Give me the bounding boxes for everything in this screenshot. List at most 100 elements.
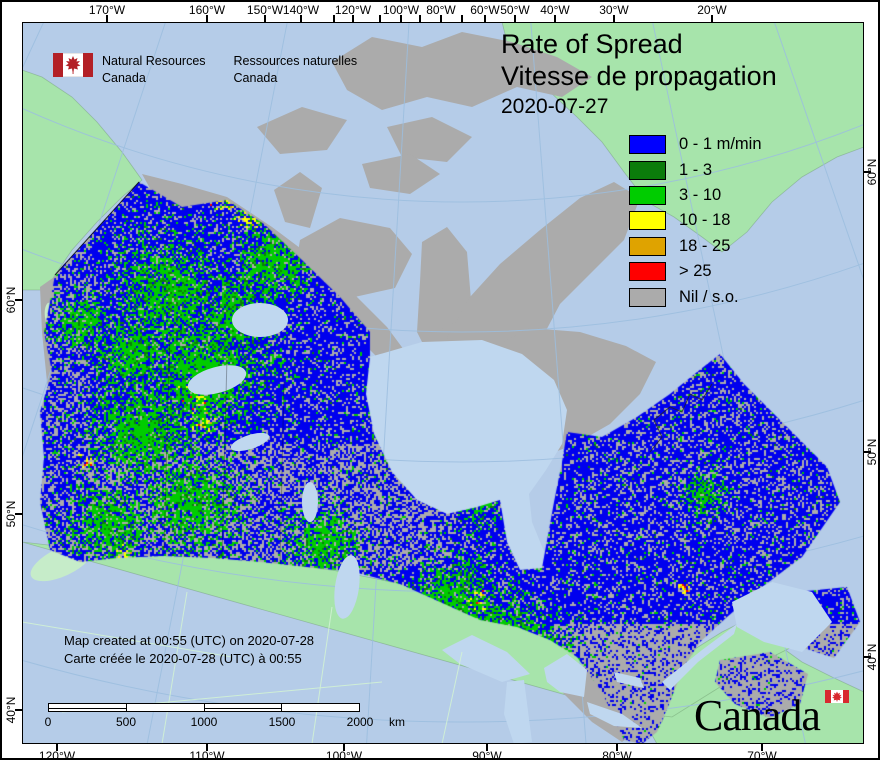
map-created-note: Map created at 00:55 (UTC) on 2020-07-28… — [64, 632, 314, 668]
scale-bar-graphic — [48, 703, 360, 712]
legend-row: 3 - 10 — [629, 183, 762, 208]
created-french: Carte créée le 2020-07-28 (UTC) à 00:55 — [64, 651, 302, 666]
graticule-tick — [206, 15, 208, 22]
nrcan-logo: Natural Resources Canada Ressources natur… — [53, 53, 357, 87]
legend-label: Nil / s.o. — [679, 287, 739, 306]
legend: 0 - 1 m/min 1 - 3 3 - 10 10 - 18 18 - 25 > 25… — [629, 132, 762, 310]
legend-row: 10 - 18 — [629, 208, 762, 233]
political-borders — [54, 181, 713, 565]
graticule-tick — [56, 744, 58, 751]
scale-bar-label: 2000 — [346, 715, 374, 729]
legend-row: Nil / s.o. — [629, 284, 762, 309]
scale-bar-unit: km — [389, 715, 405, 729]
graticule-label: 50°N — [865, 438, 879, 466]
legend-swatch — [629, 236, 666, 256]
graticule-label: 120°W — [38, 749, 76, 760]
scale-segment — [49, 704, 127, 711]
graticule-tick — [514, 15, 516, 22]
graticule-tick — [333, 15, 335, 22]
legend-label: 0 - 1 m/min — [679, 135, 762, 154]
legend-swatch — [629, 287, 666, 307]
wordmark-flag-icon — [825, 690, 849, 703]
graticule-label: 50°W — [500, 3, 530, 17]
graticule-label: 150°W — [246, 3, 284, 17]
scale-segment — [282, 704, 359, 711]
created-english: Map created at 00:55 (UTC) on 2020-07-28 — [64, 633, 315, 648]
scale-segment — [204, 704, 283, 711]
legend-label: 10 - 18 — [679, 211, 731, 230]
graticule-tick — [616, 744, 618, 751]
graticule-label: 40°N — [4, 696, 18, 724]
graticule-tick — [400, 15, 402, 22]
canada-wordmark: Canada — [694, 690, 849, 740]
scale-bar-label: 1000 — [190, 715, 218, 729]
graticule-label: 140°W — [282, 3, 320, 17]
legend-row: 0 - 1 m/min — [629, 132, 762, 157]
graticule-label: 30°W — [599, 3, 629, 17]
title-date: 2020-07-27 — [501, 95, 609, 118]
scale-bar: 0 500 1000 1500 2000 km — [45, 703, 405, 729]
graticule-tick — [554, 15, 556, 22]
graticule-label: 70°W — [747, 749, 777, 760]
legend-row: > 25 — [629, 259, 762, 284]
graticule-tick — [864, 656, 871, 658]
legend-row: 18 - 25 — [629, 234, 762, 259]
graticule-label: 160°W — [188, 3, 226, 17]
graticule-tick — [484, 15, 486, 22]
graticule-label: 80°W — [426, 3, 456, 17]
overlay-map-svg — [22, 181, 832, 744]
graticule-tick — [206, 744, 208, 751]
legend-label: 1 - 3 — [679, 160, 713, 179]
scale-bar-label: 500 — [115, 715, 137, 729]
graticule-tick — [761, 744, 763, 751]
logo-text-english: Natural Resources Canada — [102, 54, 206, 85]
legend-swatch — [629, 160, 666, 180]
scale-segment — [127, 704, 205, 711]
legend-label: > 25 — [679, 262, 712, 281]
graticule-label: 60°N — [865, 158, 879, 186]
graticule-label: 120°W — [334, 3, 372, 17]
graticule-label: 110°W — [189, 749, 225, 760]
legend-label: 18 - 25 — [679, 236, 731, 255]
title-english: Rate of Spread — [501, 29, 683, 59]
graticule-tick — [419, 15, 421, 22]
canada-flag-icon — [53, 53, 93, 77]
graticule-tick — [864, 171, 871, 173]
graticule-label: 60°W — [470, 3, 500, 17]
graticule-label: 60°N — [4, 286, 18, 314]
graticule-label: 90°W — [472, 749, 502, 760]
scale-bar-label: 1500 — [268, 715, 296, 729]
graticule-tick — [300, 15, 302, 22]
graticule-tick — [864, 451, 871, 453]
graticule-tick — [461, 15, 463, 22]
title-french: Vitesse de propagation — [501, 61, 777, 91]
wordmark-text: Canada — [694, 691, 821, 740]
graticule-tick — [106, 15, 108, 22]
legend-swatch — [629, 211, 666, 231]
legend-label: 3 - 10 — [679, 185, 722, 204]
graticule-tick — [440, 15, 442, 22]
graticule-tick — [264, 15, 266, 22]
graticule-label: 20°W — [697, 3, 727, 17]
graticule-tick — [711, 15, 713, 22]
legend-swatch — [629, 185, 666, 205]
legend-swatch — [629, 135, 666, 155]
legend-swatch — [629, 262, 666, 282]
map-title: Rate of Spread Vitesse de propagation 20… — [501, 28, 777, 122]
graticule-tick — [379, 15, 381, 22]
graticule-tick — [15, 513, 22, 515]
graticule-tick — [15, 299, 22, 301]
scale-bar-label: 0 — [44, 715, 52, 729]
map-canvas-area: Natural Resources Canada Ressources natur… — [22, 22, 864, 744]
graticule-label: 40°N — [865, 643, 879, 671]
graticule-tick — [15, 709, 22, 711]
graticule-label: 170°W — [88, 3, 126, 17]
fire-data-raster — [22, 22, 864, 744]
inland-lakes — [187, 303, 832, 744]
graticule-tick — [343, 744, 345, 751]
graticule-tick — [486, 744, 488, 751]
graticule-label: 50°N — [4, 500, 18, 528]
graticule-tick — [352, 15, 354, 22]
graticule-label: 80°W — [602, 749, 632, 760]
